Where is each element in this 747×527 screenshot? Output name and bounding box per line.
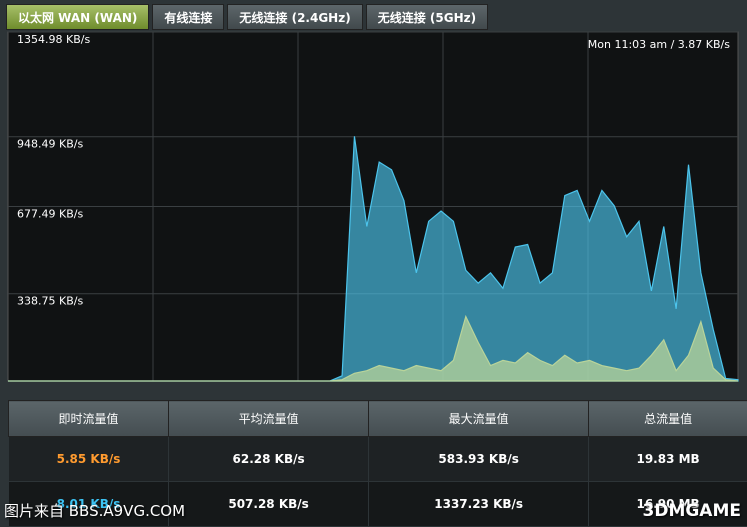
cell: 1337.23 KB/s xyxy=(368,481,590,527)
tab[interactable]: 无线连接 (2.4GHz) xyxy=(227,4,363,30)
tab[interactable]: 以太网 WAN (WAN) xyxy=(6,4,150,30)
cell: 8.01 KB/s xyxy=(7,481,170,527)
col-header: 即时流量值 xyxy=(7,400,170,437)
cell: 507.28 KB/s xyxy=(168,481,370,527)
y-tick-label: 948.49 KB/s xyxy=(17,138,83,151)
cell: 5.85 KB/s xyxy=(7,436,170,482)
cell: 62.28 KB/s xyxy=(168,436,370,482)
tab[interactable]: 无线连接 (5GHz) xyxy=(365,4,489,30)
y-tick-label: 338.75 KB/s xyxy=(17,295,83,308)
col-header: 平均流量值 xyxy=(168,400,370,437)
col-header: 总流量值 xyxy=(588,400,747,437)
annotation: Mon 11:03 am / 3.87 KB/s xyxy=(588,38,730,51)
logo: 3DMGAME xyxy=(642,501,742,521)
stats-table: 即时流量值 平均流量值 最大流量值 总流量值 5.85 KB/s 62.28 KB/s 5… xyxy=(7,400,747,527)
chart: Mon 11:03 am / 3.87 KB/s 338.75 KB/s 677.… xyxy=(7,31,739,382)
cell: 19.83 MB xyxy=(588,436,747,482)
area xyxy=(8,314,739,382)
watermark: 图片来自 BBS.A9VG.COM xyxy=(4,502,186,520)
y-tick-label: 677.49 KB/s xyxy=(17,208,83,221)
cell: 583.93 KB/s xyxy=(368,436,590,482)
tab-bar: 以太网 WAN (WAN) 有线连接 无线连接 (2.4GHz) 无线连接 (5… xyxy=(6,4,489,30)
tab[interactable]: 有线连接 xyxy=(152,4,225,30)
col-header: 最大流量值 xyxy=(368,400,590,437)
y-tick-label: 1354.98 KB/s xyxy=(17,33,90,46)
